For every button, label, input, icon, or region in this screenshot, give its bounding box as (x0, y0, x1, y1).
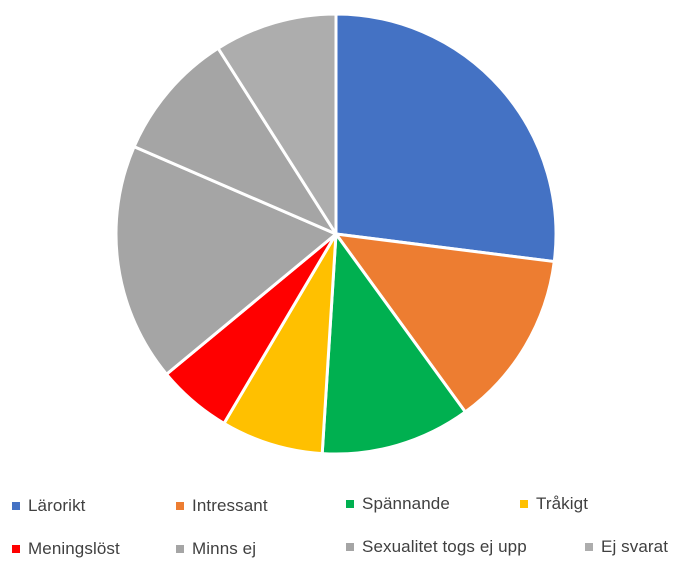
pie-slice (320, 232, 467, 456)
pie-slice (216, 12, 338, 236)
pie-slice (222, 232, 338, 456)
pie-slice (334, 232, 556, 414)
pie-slice (114, 145, 338, 376)
pie-slice (132, 46, 338, 236)
pie-slice (334, 12, 558, 264)
